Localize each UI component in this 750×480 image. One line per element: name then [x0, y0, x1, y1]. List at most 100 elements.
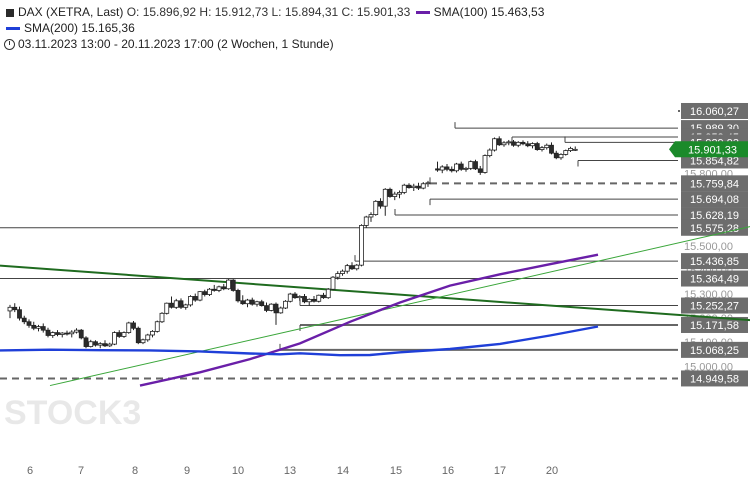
trend-line[interactable]: [0, 264, 750, 322]
candle-body[interactable]: [435, 168, 440, 171]
candle-body[interactable]: [230, 279, 236, 291]
candle-body[interactable]: [568, 147, 573, 151]
candle-body[interactable]: [221, 286, 227, 290]
candle-body[interactable]: [140, 339, 146, 344]
candle-body[interactable]: [226, 279, 231, 290]
candle-body[interactable]: [454, 163, 459, 172]
candle-body[interactable]: [563, 150, 569, 155]
candle-body[interactable]: [520, 141, 526, 145]
candle-body[interactable]: [287, 293, 293, 302]
candle-body[interactable]: [477, 168, 483, 173]
candle-body[interactable]: [416, 185, 421, 189]
candle-body[interactable]: [525, 143, 531, 147]
sma100-line[interactable]: [139, 253, 599, 387]
candle-body[interactable]: [197, 291, 203, 301]
candle-body[interactable]: [539, 147, 545, 150]
candle-body[interactable]: [202, 291, 208, 295]
candle-body[interactable]: [306, 298, 312, 303]
candle-body[interactable]: [572, 148, 578, 151]
candle-body[interactable]: [17, 309, 22, 319]
candle-body[interactable]: [150, 330, 155, 336]
candle-body[interactable]: [511, 141, 516, 146]
candle-body[interactable]: [55, 332, 60, 335]
candle-body[interactable]: [420, 183, 426, 189]
candle-body[interactable]: [302, 296, 307, 303]
trend-line[interactable]: [49, 226, 750, 387]
candle-body[interactable]: [145, 334, 151, 341]
candle-body[interactable]: [211, 288, 217, 291]
candle-body[interactable]: [406, 184, 412, 189]
candle-body[interactable]: [40, 326, 46, 331]
candle-body[interactable]: [83, 337, 89, 347]
candle-body[interactable]: [311, 298, 317, 302]
candle-body[interactable]: [249, 299, 255, 305]
candle-body[interactable]: [425, 182, 431, 185]
candle-body[interactable]: [458, 163, 464, 170]
candle-body[interactable]: [192, 296, 198, 301]
candle-body[interactable]: [31, 324, 37, 329]
candle-body[interactable]: [93, 341, 98, 346]
candle-body[interactable]: [235, 290, 241, 302]
candle-body[interactable]: [283, 300, 288, 309]
candle-body[interactable]: [401, 184, 407, 193]
candle-body[interactable]: [349, 265, 355, 270]
candle-body[interactable]: [292, 293, 298, 299]
candle-body[interactable]: [363, 216, 369, 226]
candle-body[interactable]: [107, 343, 113, 347]
candle-body[interactable]: [382, 188, 388, 207]
candle-body[interactable]: [112, 332, 117, 345]
candle-body[interactable]: [264, 305, 269, 311]
candle-body[interactable]: [344, 265, 350, 272]
candle-body[interactable]: [501, 142, 507, 146]
candle-body[interactable]: [12, 306, 18, 311]
candle-body[interactable]: [59, 332, 65, 335]
candle-body[interactable]: [126, 322, 132, 333]
candle-body[interactable]: [534, 143, 540, 150]
candle-body[interactable]: [335, 273, 341, 278]
candle-body[interactable]: [473, 161, 478, 170]
candle-body[interactable]: [135, 327, 141, 344]
candle-body[interactable]: [154, 321, 160, 332]
candle-body[interactable]: [506, 141, 512, 144]
candle-body[interactable]: [102, 343, 108, 347]
candle-body[interactable]: [373, 200, 379, 215]
candle-body[interactable]: [216, 286, 222, 291]
candle-body[interactable]: [173, 300, 179, 308]
candle-body[interactable]: [392, 193, 398, 197]
candle-body[interactable]: [482, 155, 488, 173]
candle-body[interactable]: [340, 270, 345, 274]
candle-body[interactable]: [544, 144, 550, 149]
candle-body[interactable]: [36, 326, 41, 329]
candle-body[interactable]: [21, 317, 27, 323]
candle-body[interactable]: [259, 301, 265, 307]
candle-body[interactable]: [354, 264, 360, 270]
candle-body[interactable]: [45, 329, 51, 336]
candle-body[interactable]: [496, 138, 502, 146]
candle-body[interactable]: [387, 188, 393, 197]
candle-body[interactable]: [188, 296, 193, 306]
candle-body[interactable]: [549, 144, 554, 154]
candle-body[interactable]: [278, 307, 284, 314]
candle-body[interactable]: [321, 294, 326, 299]
candle-body[interactable]: [463, 167, 469, 170]
candle-body[interactable]: [207, 288, 212, 295]
candle-body[interactable]: [368, 214, 374, 218]
candle-body[interactable]: [69, 331, 75, 335]
candle-body[interactable]: [121, 332, 127, 337]
candle-body[interactable]: [245, 299, 250, 305]
candle-body[interactable]: [78, 329, 84, 339]
candle-body[interactable]: [164, 302, 170, 314]
candle-body[interactable]: [439, 166, 445, 171]
candle-body[interactable]: [97, 343, 103, 346]
candle-body[interactable]: [530, 143, 535, 147]
candle-body[interactable]: [444, 166, 450, 170]
candle-body[interactable]: [183, 304, 189, 308]
candle-body[interactable]: [273, 303, 279, 314]
candle-body[interactable]: [7, 306, 13, 312]
candle-body[interactable]: [297, 296, 303, 299]
candle-body[interactable]: [411, 185, 417, 189]
candle-body[interactable]: [50, 332, 56, 336]
candle-body[interactable]: [449, 168, 455, 172]
candle-body[interactable]: [558, 153, 564, 159]
